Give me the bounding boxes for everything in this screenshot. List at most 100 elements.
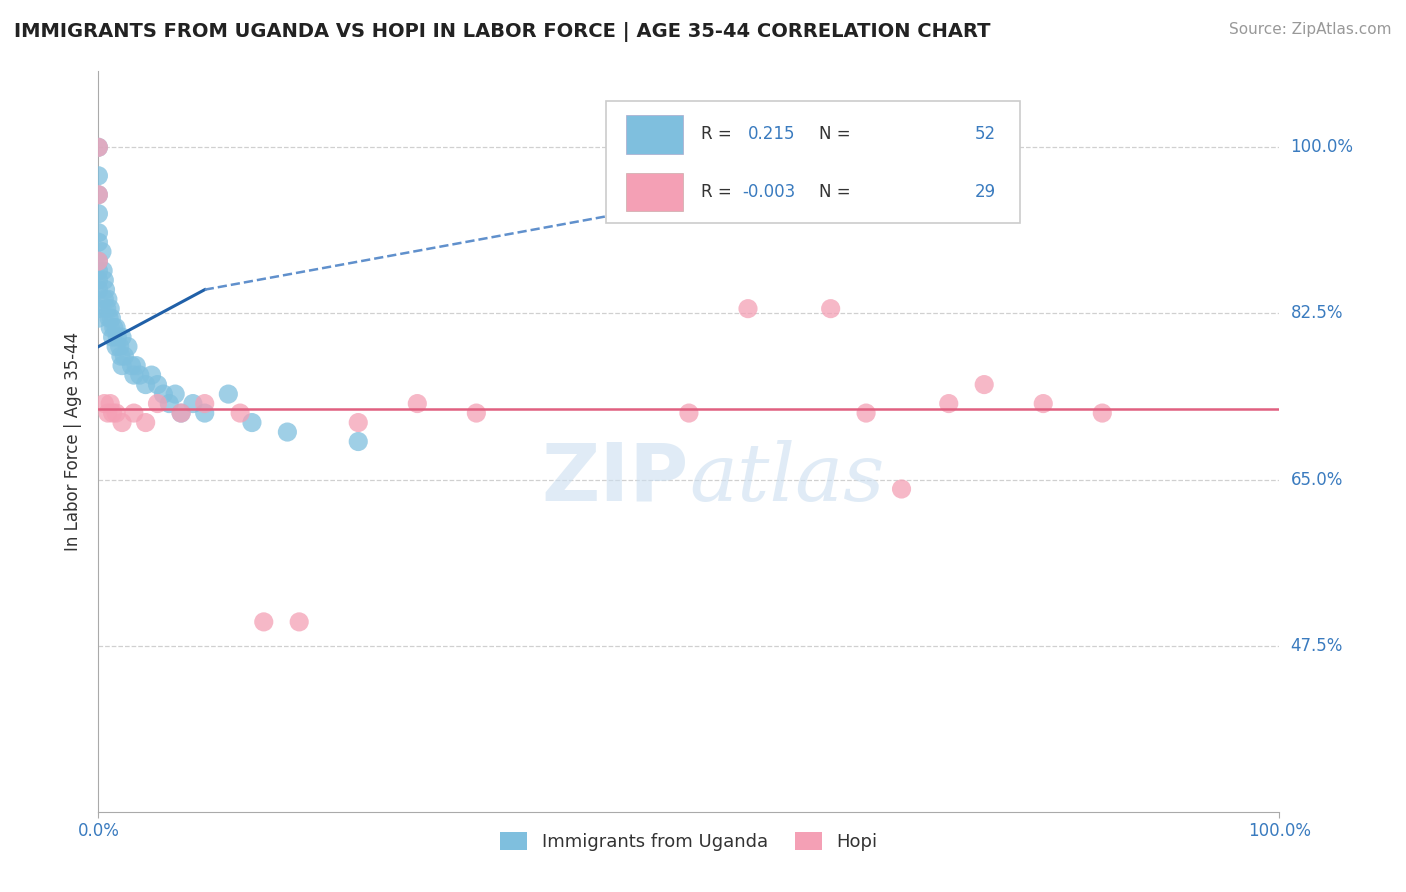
Point (87, 273, 110, 287)
Point (87, 301, 110, 316)
Point (737, 301, 759, 316)
Text: 0.215: 0.215 (748, 126, 796, 144)
Point (101, 406, 124, 420)
Point (465, 406, 488, 420)
Point (105, 406, 128, 420)
Point (135, 416, 157, 430)
Text: R =: R = (700, 126, 731, 144)
Point (96, 301, 118, 316)
Point (94, 283, 117, 297)
Point (101, 330, 124, 344)
Point (87, 254, 110, 268)
Point (105, 330, 128, 344)
Point (122, 368, 145, 383)
Point (105, 340, 128, 354)
FancyBboxPatch shape (606, 101, 1019, 223)
Point (152, 387, 174, 401)
Point (820, 301, 842, 316)
Text: 29: 29 (974, 183, 995, 201)
Point (347, 416, 370, 430)
Point (111, 359, 134, 373)
Point (110, 349, 132, 363)
Bar (626, 173, 683, 211)
Point (87, 311, 110, 326)
Text: 52: 52 (974, 126, 995, 144)
Text: ZIP: ZIP (541, 440, 689, 517)
Point (87, 187, 110, 202)
Point (973, 140, 995, 154)
Text: 100.0%: 100.0% (1291, 138, 1354, 156)
Point (678, 406, 700, 420)
Point (855, 406, 877, 420)
Point (117, 340, 139, 354)
Point (170, 406, 193, 420)
Point (240, 416, 263, 430)
Point (253, 615, 276, 629)
Point (105, 320, 128, 334)
Point (1032, 396, 1054, 410)
Text: 65.0%: 65.0% (1291, 470, 1343, 489)
Point (890, 482, 912, 496)
Point (93, 292, 115, 306)
Point (112, 349, 135, 363)
Point (288, 615, 311, 629)
Point (87, 140, 110, 154)
Point (135, 377, 157, 392)
Point (98, 311, 121, 326)
Point (194, 396, 217, 410)
Point (98, 396, 121, 410)
Text: atlas: atlas (689, 440, 884, 517)
Text: 82.5%: 82.5% (1291, 304, 1343, 322)
Point (97, 406, 120, 420)
Point (165, 387, 187, 401)
Point (103, 320, 125, 334)
Point (87, 263, 110, 277)
Point (121, 359, 143, 373)
Point (276, 425, 298, 439)
Point (98, 320, 121, 334)
Point (108, 340, 131, 354)
Point (98, 301, 121, 316)
Point (87, 226, 110, 240)
Legend: Immigrants from Uganda, Hopi: Immigrants from Uganda, Hopi (494, 824, 884, 858)
Point (111, 330, 134, 344)
Point (128, 368, 150, 383)
Point (87, 283, 110, 297)
Point (93, 396, 115, 410)
Point (217, 387, 239, 401)
Y-axis label: In Labor Force | Age 35-44: In Labor Force | Age 35-44 (65, 332, 83, 551)
Point (87, 187, 110, 202)
Point (97, 292, 120, 306)
Point (973, 377, 995, 392)
Point (229, 406, 252, 420)
Point (406, 396, 429, 410)
Point (347, 434, 370, 449)
Text: 47.5%: 47.5% (1291, 637, 1343, 655)
Point (125, 359, 148, 373)
Text: Source: ZipAtlas.com: Source: ZipAtlas.com (1229, 22, 1392, 37)
Point (100, 311, 122, 326)
Point (87, 169, 110, 183)
Point (181, 396, 204, 410)
Text: -0.003: -0.003 (742, 183, 796, 201)
Point (170, 406, 193, 420)
Text: R =: R = (700, 183, 731, 201)
Text: IMMIGRANTS FROM UGANDA VS HOPI IN LABOR FORCE | AGE 35-44 CORRELATION CHART: IMMIGRANTS FROM UGANDA VS HOPI IN LABOR … (14, 22, 991, 42)
Point (141, 368, 163, 383)
Text: N =: N = (818, 183, 851, 201)
Point (194, 406, 217, 420)
Point (111, 416, 134, 430)
Point (938, 396, 960, 410)
Point (93, 273, 115, 287)
Point (87, 254, 110, 268)
Bar (626, 115, 683, 153)
Point (157, 396, 180, 410)
Point (1091, 406, 1114, 420)
Point (146, 377, 169, 392)
Point (146, 396, 169, 410)
Point (91, 244, 114, 259)
Text: N =: N = (818, 126, 851, 144)
Point (87, 235, 110, 250)
Point (87, 140, 110, 154)
Point (87, 207, 110, 221)
